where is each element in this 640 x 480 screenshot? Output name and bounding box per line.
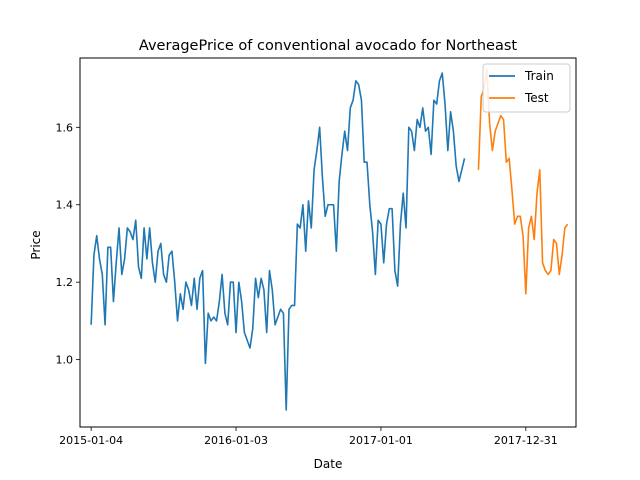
chart-title: AveragePrice of conventional avocado for… (139, 38, 517, 54)
legend-label-test: Test (524, 91, 549, 105)
y-axis: 1.0 1.2 1.4 1.6 (56, 121, 80, 367)
x-axis: 2015-01-04 2016-01-03 2017-01-01 2017-12-31 (59, 427, 558, 447)
series-line-train (90, 72, 466, 411)
plot-area (90, 68, 569, 411)
y-tick-label: 1.0 (56, 354, 74, 367)
x-tick-label: 2015-01-04 (59, 434, 123, 447)
x-tick-label: 2016-01-03 (204, 434, 268, 447)
x-tick-label: 2017-01-01 (349, 434, 413, 447)
legend: Train Test (482, 63, 571, 113)
x-tick-label: 2017-12-31 (494, 434, 558, 447)
y-tick-label: 1.2 (56, 276, 74, 289)
y-axis-label: Price (29, 230, 43, 259)
x-axis-label: Date (314, 457, 343, 471)
plot-frame (79, 57, 577, 428)
legend-label-train: Train (524, 69, 554, 83)
y-tick-label: 1.4 (56, 199, 74, 212)
series-line-test (477, 68, 569, 295)
y-tick-label: 1.6 (56, 121, 74, 134)
